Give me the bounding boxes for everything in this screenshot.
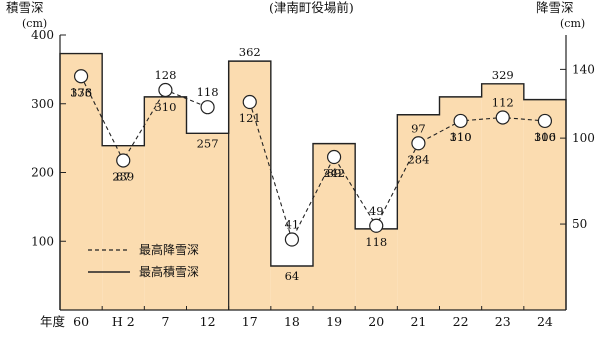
snowfall-value-label: 41: [285, 218, 300, 232]
snowfall-value-label: 136: [70, 85, 92, 99]
x-axis-label: 年度: [40, 314, 66, 329]
snow-depth-bar: [60, 53, 103, 310]
x-axis-tick-label: 22: [453, 314, 469, 329]
right-axis-tick-label: 100: [572, 131, 595, 145]
right-axis-tick-label: 50: [572, 217, 587, 231]
snow-depth-bar: [313, 143, 356, 310]
snowfall-point: [495, 110, 510, 125]
x-axis-tick-label: 21: [410, 314, 426, 329]
snow-depth-step-outline: [59, 52, 567, 310]
snow-depth-value-label: 257: [197, 136, 219, 150]
snowfall-point: [242, 94, 257, 110]
snow-depth-value-label: 284: [407, 152, 429, 166]
chart-axes: 100 200 300 400 50 100 140 60 H 2 7 12 17 18 19 20 21 22…: [31, 28, 595, 329]
left-axis-title: 積雪深: [6, 0, 44, 15]
data-labels: 373 239 310 257 362 64 242 118 284 310 329 306 136 87…: [70, 45, 556, 283]
snow-depth-bar: [523, 99, 566, 310]
snowfall-point: [537, 113, 553, 129]
snowfall-dashed-line: [80, 76, 208, 162]
snow-depth-bar: [355, 228, 398, 310]
snowfall-value-label: 112: [492, 96, 514, 110]
snow-depth-bar: [186, 133, 229, 310]
legend-item-snowfall: 最高降雪深: [139, 242, 199, 257]
snowfall-point: [453, 113, 468, 129]
snowfall-point: [73, 69, 89, 84]
snowfall-value-label: 121: [239, 111, 261, 125]
left-axis-tick-label: 100: [31, 234, 54, 248]
left-axis-tick-label: 300: [31, 97, 54, 111]
snowfall-value-label: 110: [450, 130, 472, 144]
snow-depth-bar: [102, 145, 145, 310]
snow-depth-value-label: 239: [112, 169, 134, 183]
x-axis-tick-label: 60: [73, 314, 89, 329]
left-axis-unit: (cm): [22, 17, 48, 30]
x-axis-tick-label: 12: [200, 314, 216, 329]
snow-depth-bar: [439, 96, 482, 310]
chart-legend: 最高降雪深 最高積雪深: [88, 242, 199, 279]
snow-depth-value-label: 306: [534, 130, 556, 144]
snowfall-value-label: 97: [411, 121, 426, 135]
snowfall-value-label: 118: [197, 85, 219, 99]
right-axis-unit: (cm): [560, 17, 586, 30]
snow-depth-bar: [270, 266, 313, 310]
x-axis-tick-label: 19: [326, 314, 342, 329]
legend-item-snow-depth: 最高積雪深: [139, 264, 199, 279]
snow-depth-value-label: 329: [492, 68, 514, 82]
snowfall-point: [326, 149, 342, 165]
right-axis-title: 降雪深: [536, 0, 574, 15]
x-axis-tick-label: H 2: [112, 314, 135, 329]
snowfall-point: [284, 232, 300, 247]
snowfall-line: [73, 69, 553, 247]
x-axis-tick-label: 7: [161, 314, 169, 329]
snowfall-point: [158, 82, 173, 98]
chart-subtitle: (津南町役場前): [269, 0, 354, 15]
left-axis-tick-label: 200: [31, 166, 54, 180]
snow-depth-value-label: 310: [450, 130, 472, 144]
right-axis-tick-label: 140: [572, 62, 595, 76]
x-axis-tick-label: 24: [537, 314, 553, 329]
snowfall-value-label: 89: [327, 166, 342, 180]
left-axis-tick-label: 400: [31, 28, 54, 42]
x-axis-tick-label: 17: [242, 314, 258, 329]
snow-depth-value-label: 373: [70, 85, 92, 99]
snow-depth-value-label: 64: [285, 269, 300, 283]
snow-depth-bars: [59, 52, 567, 310]
snowfall-point: [411, 136, 426, 151]
snow-depth-value-label: 118: [365, 235, 387, 249]
x-axis-tick-label: 18: [284, 314, 300, 329]
snowfall-point: [200, 100, 215, 115]
snowfall-point: [369, 218, 384, 233]
snowfall-value-label: 128: [154, 68, 176, 82]
snowfall-value-label: 110: [534, 130, 556, 144]
snow-depth-value-label: 242: [323, 166, 345, 180]
snowfall-point: [116, 153, 131, 168]
x-axis-tick-label: 23: [495, 314, 511, 329]
snow-depth-value-label: 310: [154, 100, 176, 114]
snowfall-value-label: 87: [116, 169, 131, 183]
snowfall-value-label: 49: [369, 204, 384, 218]
x-axis-tick-label: 20: [368, 314, 384, 329]
snow-depth-value-label: 362: [239, 45, 261, 59]
snow-depth-bar: [144, 96, 187, 310]
